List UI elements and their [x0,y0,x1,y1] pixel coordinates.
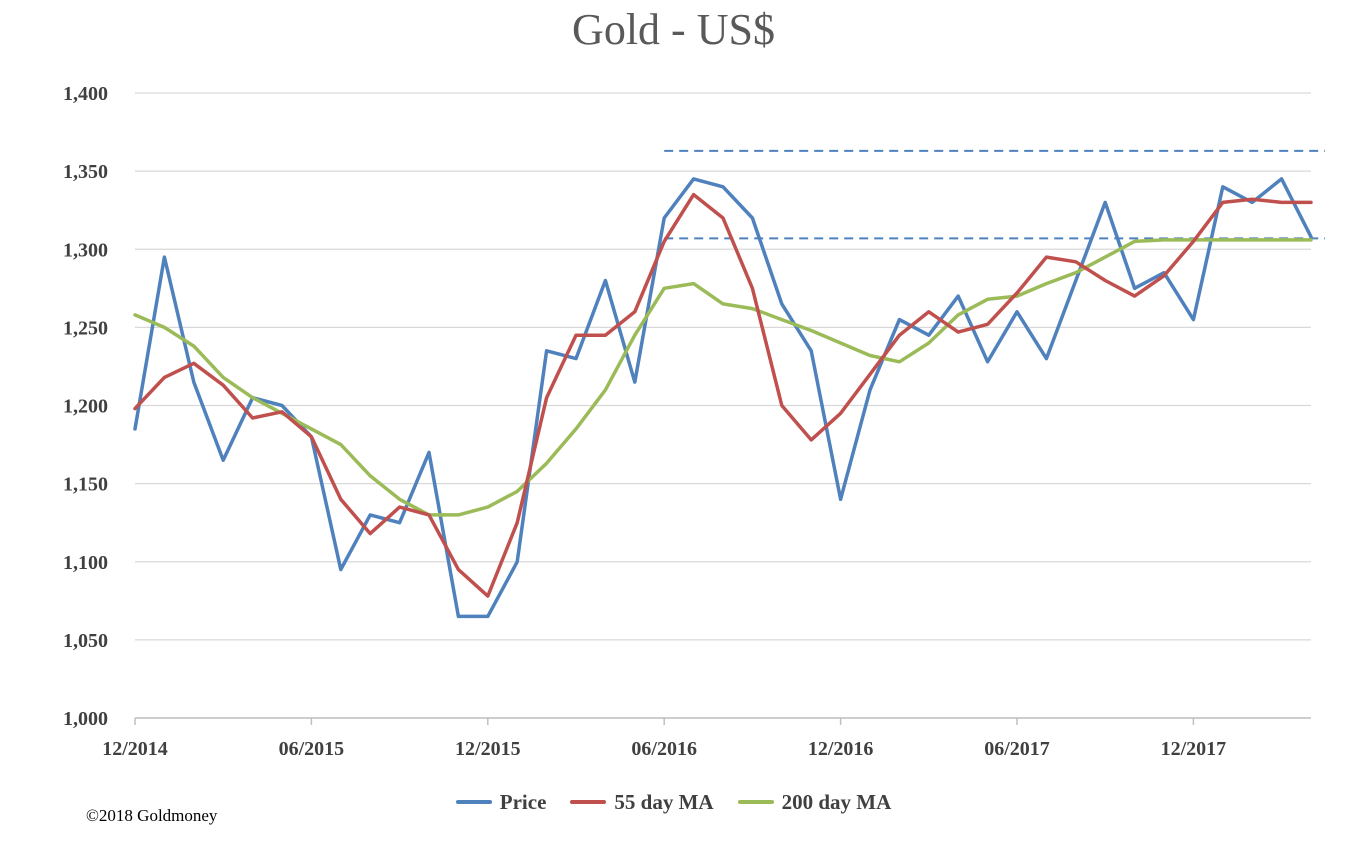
y-tick-label: 1,100 [63,552,108,574]
legend-swatch [737,800,774,804]
legend-item: 200 day MA [737,789,892,815]
legend-label: 200 day MA [781,789,892,814]
y-tick-label: 1,250 [63,317,108,339]
legend-item: Price [455,789,547,815]
series-line-55-day-ma [133,192,1313,598]
x-tick-label: 06/2017 [984,738,1050,760]
series-line-price [133,177,1313,619]
x-tick-label: 12/2017 [1161,738,1227,760]
x-tick-label: 12/2014 [102,738,168,760]
y-tick-label: 1,050 [63,630,108,652]
series-line-200-day-ma [133,238,1313,517]
legend-swatch [455,800,492,804]
x-tick-label: 06/2016 [631,738,697,760]
copyright-credit: ©2018 Goldmoney [86,806,218,825]
y-tick-label: 1,350 [63,161,108,183]
y-tick-label: 1,000 [63,708,108,730]
y-tick-label: 1,400 [63,83,108,105]
y-tick-label: 1,200 [63,396,108,418]
x-tick-label: 12/2016 [808,738,874,760]
legend: Price 55 day MA 200 day MA [0,785,1347,815]
legend-label: Price [499,789,547,814]
legend-label: 55 day MA [614,789,714,814]
y-axis: 1,000 1,050 1,100 1,150 1,200 1,250 1,300 1,350… [63,83,108,730]
y-tick-label: 1,150 [63,474,108,496]
legend-item: 55 day MA [570,789,714,815]
annotations [664,149,1325,240]
x-tick-label: 06/2015 [279,738,345,760]
chart-title: Gold - US$ [572,5,775,54]
legend-swatch [570,800,607,804]
x-tick-label: 12/2015 [455,738,521,760]
series-lines [133,177,1313,619]
y-tick-label: 1,300 [63,239,108,261]
x-axis: 12/2014 06/2015 12/2015 06/2016 12/2016 06/20… [102,717,1311,760]
